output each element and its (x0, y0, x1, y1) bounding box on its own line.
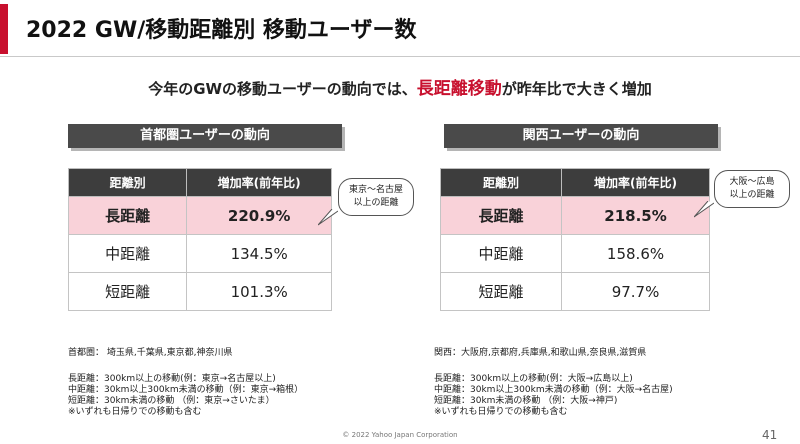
subtitle-suffix: が昨年比で大きく増加 (501, 80, 652, 98)
row-rate: 97.7% (561, 272, 710, 311)
area-note-shutoken: 首都圏： 埼玉県,千葉県,東京都,神奈川県 (68, 348, 233, 358)
row-category: 中距離 (439, 234, 563, 273)
subtitle-highlight: 長距離移動 (416, 79, 502, 99)
callout-tail-right (694, 201, 714, 218)
definitions-shutoken: 長距離：300km以上の移動(例：東京→名古屋以上) 中距離：30km以上300… (68, 374, 303, 418)
table-row: 短距離 101.3% (67, 272, 332, 311)
page-number: 41 (762, 428, 778, 442)
table-row: 中距離 134.5% (67, 234, 332, 273)
row-rate: 220.9% (186, 196, 332, 235)
table-row: 長距離 220.9% (67, 196, 332, 235)
area-note-kansai: 関西：大阪府,京都府,兵庫県,和歌山県,奈良県,滋賀県 (434, 348, 647, 358)
callout-line: 大阪～広島 (729, 177, 775, 187)
rate-table: 距離別 増加率(前年比) 長距離 218.5% 中距離 158.6% 短距離 9… (439, 168, 710, 311)
title-divider (0, 56, 800, 57)
row-rate: 101.3% (186, 272, 332, 311)
row-category: 短距離 (439, 272, 563, 311)
row-rate: 158.6% (561, 234, 710, 273)
definition-line: 短距離：30km未満の移動 （例：東京→さいたま） (68, 396, 275, 406)
definition-line: 長距離：300km以上の移動(例：大阪→広島以上) (434, 374, 633, 384)
column-header-distance: 距離別 (67, 168, 188, 197)
row-category: 中距離 (67, 234, 188, 273)
definitions-kansai: 長距離：300km以上の移動(例：大阪→広島以上) 中距離：30km以上300k… (434, 374, 673, 418)
table-header-row: 距離別 増加率(前年比) (439, 168, 710, 197)
subtitle-prefix: 今年のGWの移動ユーザーの動向では、 (148, 80, 417, 98)
callout-tail-left (318, 209, 338, 226)
definition-line: ※いずれも日帰りでの移動も含む (68, 407, 202, 417)
definition-line: ※いずれも日帰りでの移動も含む (434, 407, 568, 417)
rate-table: 距離別 増加率(前年比) 長距離 220.9% 中距離 134.5% 短距離 1… (67, 168, 332, 311)
callout-line: 東京～名古屋 (348, 185, 403, 195)
definition-line: 短距離：30km未満の移動 （例：大阪→神戸) (434, 396, 618, 406)
definition-line: 中距離：30km以上300km未満の移動（例：東京→箱根） (68, 385, 304, 395)
row-rate: 218.5% (561, 196, 710, 235)
title-accent-bar (0, 4, 8, 54)
table-row: 長距離 218.5% (439, 196, 710, 235)
callout-line: 以上の距離 (353, 198, 399, 208)
callout-kansai: 大阪～広島 以上の距離 (714, 170, 790, 208)
panel-header: 関西ユーザーの動向 (444, 124, 718, 148)
slide-subtitle: 今年のGWの移動ユーザーの動向では、長距離移動が昨年比で大きく増加 (0, 74, 800, 99)
panel-shutoken: 首都圏ユーザーの動向 距離別 増加率(前年比) 長距離 220.9% 中距離 1… (66, 124, 342, 311)
column-header-distance: 距離別 (439, 168, 563, 197)
callout-line: 以上の距離 (729, 190, 775, 200)
row-category: 長距離 (439, 196, 563, 235)
table-row: 中距離 158.6% (439, 234, 710, 273)
column-header-rate: 増加率(前年比) (186, 168, 332, 197)
panel-kansai: 関西ユーザーの動向 距離別 増加率(前年比) 長距離 218.5% 中距離 15… (436, 124, 718, 311)
row-category: 長距離 (67, 196, 188, 235)
table-row: 短距離 97.7% (439, 272, 710, 311)
title-bar: 2022 GW/移動距離別 移動ユーザー数 (0, 0, 800, 56)
callout-shutoken: 東京～名古屋 以上の距離 (338, 178, 414, 216)
definition-line: 中距離：30km以上300km未満の移動（例：大阪→名古屋) (434, 385, 673, 395)
table-header-row: 距離別 増加率(前年比) (67, 168, 332, 197)
copyright-footer: © 2022 Yahoo Japan Corporation (342, 431, 458, 439)
slide-title: 2022 GW/移動距離別 移動ユーザー数 (26, 18, 417, 43)
panel-header: 首都圏ユーザーの動向 (68, 124, 342, 148)
row-category: 短距離 (67, 272, 188, 311)
row-rate: 134.5% (186, 234, 332, 273)
column-header-rate: 増加率(前年比) (561, 168, 710, 197)
definition-line: 長距離：300km以上の移動(例：東京→名古屋以上) (68, 374, 276, 384)
